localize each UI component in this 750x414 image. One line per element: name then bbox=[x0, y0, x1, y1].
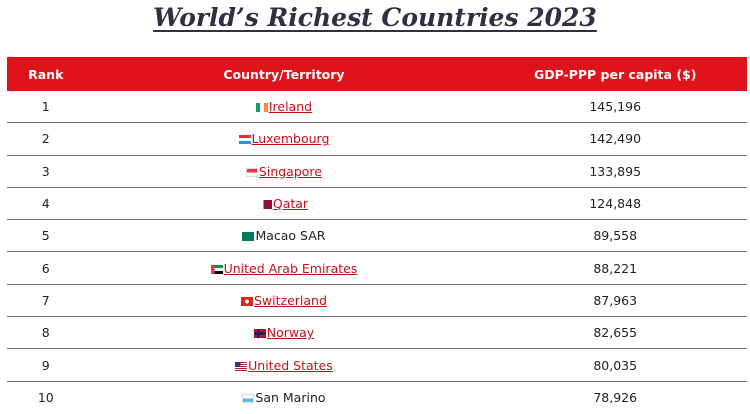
country-link[interactable]: Norway bbox=[266, 325, 315, 341]
table-row: 3 Singapore 133,895 bbox=[7, 155, 747, 188]
country-cell: Singapore bbox=[84, 155, 484, 188]
table-row: 1 Ireland 145,196 bbox=[7, 91, 747, 124]
flag bbox=[241, 296, 253, 306]
table-body: 1 Ireland 145,196 2 Luxembourg 142,490 3 Singap… bbox=[7, 91, 747, 413]
rank-cell: 7 bbox=[7, 284, 85, 318]
rank-cell: 2 bbox=[7, 122, 85, 156]
gdp-cell: 87,963 bbox=[483, 284, 747, 318]
table-row: 7 Switzerland 87,963 bbox=[7, 284, 747, 318]
rank-cell: 9 bbox=[7, 348, 85, 382]
rank-cell: 8 bbox=[7, 316, 85, 350]
column-header: Country/Territory bbox=[84, 57, 484, 91]
flag bbox=[259, 200, 272, 210]
table-row: 10 San Marino 78,926 bbox=[7, 381, 747, 413]
flag bbox=[245, 167, 258, 177]
rank-cell: 6 bbox=[7, 251, 85, 285]
table-row: 4 Qatar 124,848 bbox=[7, 187, 747, 221]
country-link[interactable]: Singapore bbox=[258, 163, 322, 179]
country-link[interactable]: Switzerland bbox=[254, 292, 327, 308]
rank-table: Rank Country/Territory GDP-PPP per capit… bbox=[7, 57, 747, 413]
rank-cell: 10 bbox=[37, 389, 54, 405]
header-row: Rank Country/Territory GDP-PPP per capit… bbox=[7, 57, 747, 91]
country-cell: Qatar bbox=[84, 187, 484, 221]
table-row: 6 United Arab Emirates 88,221 bbox=[7, 251, 747, 285]
country-link[interactable]: United States bbox=[248, 357, 333, 373]
gdp-cell: 80,035 bbox=[483, 348, 747, 382]
gdp-cell: 124,848 bbox=[483, 187, 747, 221]
gdp-cell: 89,558 bbox=[483, 219, 747, 253]
flag bbox=[242, 232, 255, 242]
page-title: World’s Richest Countries 2023 bbox=[153, 3, 597, 32]
country-link[interactable]: Luxembourg bbox=[251, 131, 330, 147]
column-header: GDP-PPP per capita ($) bbox=[483, 57, 747, 91]
flag bbox=[255, 103, 268, 113]
table-row: 8 Norway 82,655 bbox=[7, 316, 747, 350]
gdp-cell: 82,655 bbox=[483, 316, 747, 350]
column-header: Rank bbox=[7, 57, 85, 91]
rank-cell: 4 bbox=[7, 187, 85, 221]
table-row: 2 Luxembourg 142,490 bbox=[7, 122, 747, 156]
country-link[interactable]: Ireland bbox=[268, 99, 313, 115]
country-cell: United States bbox=[84, 348, 484, 382]
country-cell: United Arab Emirates bbox=[84, 251, 484, 285]
country-cell: Macao SAR bbox=[84, 219, 484, 253]
rank-cell: 1 bbox=[7, 91, 85, 124]
country-cell: San Marino bbox=[85, 381, 484, 413]
gdp-cell: 88,221 bbox=[483, 251, 747, 285]
flag bbox=[238, 135, 251, 145]
country-cell: Ireland bbox=[84, 91, 484, 124]
country-cell: Norway bbox=[84, 316, 484, 350]
flag bbox=[242, 393, 255, 403]
country-link[interactable]: United Arab Emirates bbox=[223, 260, 358, 276]
gdp-cell: 133,895 bbox=[483, 155, 747, 188]
country-name: Macao SAR bbox=[255, 228, 326, 244]
country-cell: Switzerland bbox=[84, 284, 484, 318]
gdp-cell: 145,196 bbox=[483, 91, 747, 124]
table-row: 5 Macao SAR 89,558 bbox=[7, 219, 747, 253]
country-name: San Marino bbox=[255, 389, 326, 405]
gdp-cell: 142,490 bbox=[483, 122, 747, 156]
flag bbox=[253, 329, 266, 339]
country-link[interactable]: Qatar bbox=[272, 196, 309, 212]
gdp-cell: 78,926 bbox=[593, 389, 638, 405]
table-row: 9 United States 80,035 bbox=[7, 348, 747, 382]
flag bbox=[235, 361, 248, 371]
country-cell: Luxembourg bbox=[84, 122, 484, 156]
flag bbox=[210, 264, 223, 274]
rank-cell: 3 bbox=[7, 155, 85, 188]
rank-cell: 5 bbox=[7, 219, 85, 253]
